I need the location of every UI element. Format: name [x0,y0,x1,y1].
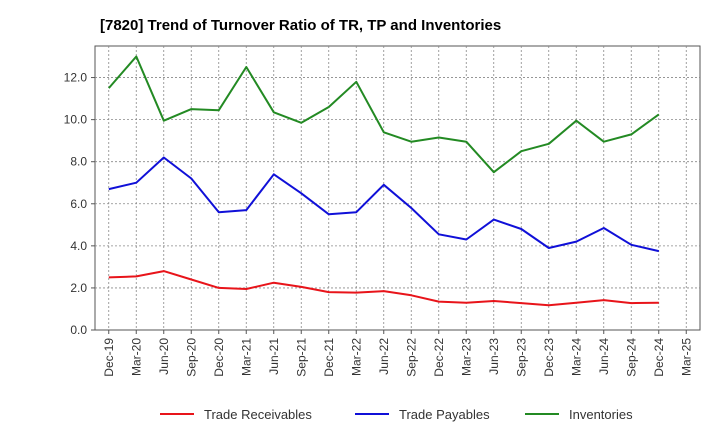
x-tick-label: Jun-21 [267,338,281,375]
x-tick-label: Sep-20 [184,338,198,377]
x-tick-label: Dec-20 [212,338,226,377]
y-tick-label: 12.0 [64,71,88,85]
x-tick-label: Dec-22 [432,338,446,377]
legend-label: Trade Payables [399,407,490,422]
x-tick-label: Mar-25 [679,338,693,376]
x-tick-label: Mar-23 [459,338,473,376]
plot-area [94,45,701,331]
series-group [108,55,660,307]
series-line-3 [108,55,660,174]
x-tick-label: Mar-22 [349,338,363,376]
x-tick-label: Jun-23 [487,338,501,375]
x-tick-label: Jun-24 [597,338,611,375]
chart-title: [7820] Trend of Turnover Ratio of TR, TP… [100,17,501,34]
grid [95,46,700,330]
y-tick-label: 2.0 [70,281,87,295]
x-tick-label: Sep-24 [624,338,638,377]
x-tick-label: Dec-21 [322,338,336,377]
y-tick-label: 4.0 [70,239,87,253]
x-tick-label: Dec-23 [542,338,556,377]
legend-label: Inventories [569,407,633,422]
x-tick-label: Dec-19 [102,338,116,377]
y-tick-label: 6.0 [70,197,87,211]
y-tick-label: 10.0 [64,113,88,127]
y-tick-label: 8.0 [70,155,87,169]
y-axis: 0.0 2.0 4.0 6.0 8.0 10.0 12.0 [64,71,95,337]
x-tick-label: Mar-21 [239,338,253,376]
legend-label: Trade Receivables [204,407,312,422]
x-tick-label: Sep-21 [294,338,308,377]
series-line-2 [108,156,660,253]
series-line-1 [108,270,659,307]
x-tick-label: Mar-20 [129,338,143,376]
x-tick-label: Jun-20 [157,338,171,375]
x-tick-label: Jun-22 [377,338,391,375]
x-tick-label: Sep-22 [404,338,418,377]
legend: Trade Receivables Trade Payables Inventori… [160,407,633,422]
x-tick-label: Sep-23 [514,338,528,377]
y-tick-label: 0.0 [70,323,87,337]
x-axis: Dec-19 Mar-20 Jun-20 Sep-20 Dec-20 Mar-21 Jun-… [102,330,693,377]
x-tick-label: Dec-24 [652,338,666,377]
x-tick-label: Mar-24 [569,338,583,376]
